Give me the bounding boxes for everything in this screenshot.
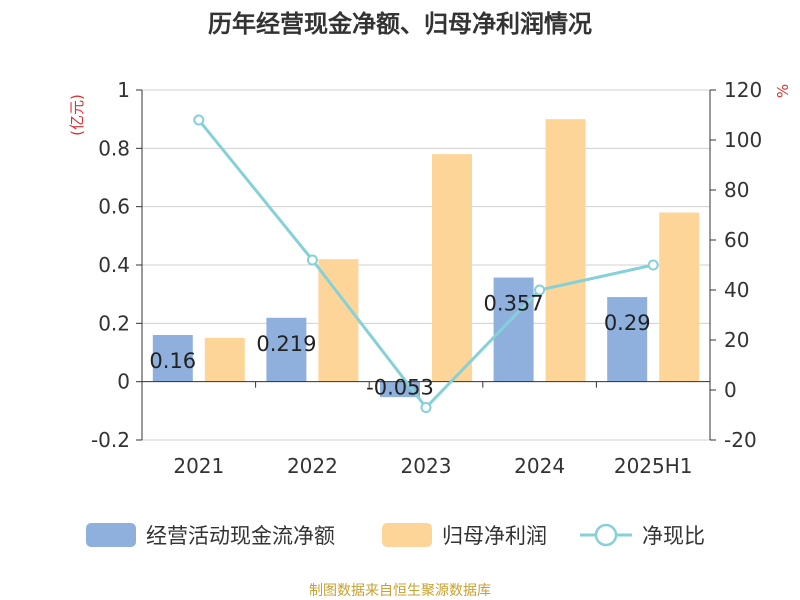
bar-data-label: 0.16 <box>149 349 196 373</box>
axes: -0.2 0 0.2 0.4 0.6 0.8 1 -20 0 20 40 60 80 100 120 2021… <box>91 78 762 478</box>
y-right-tick-label: 100 <box>724 128 762 152</box>
y-left-tick-label: 0.6 <box>98 195 130 219</box>
bar-data-label: 0.29 <box>604 311 651 335</box>
y-left-tick-label: 0.8 <box>98 136 130 160</box>
grid <box>142 89 710 441</box>
y-left-tick-label: 0 <box>117 370 130 394</box>
chart-title: 历年经营现金净额、归母净利润情况 <box>208 10 592 38</box>
legend-swatch <box>86 523 136 547</box>
bar <box>432 154 472 382</box>
bar <box>659 212 700 382</box>
y-right-tick-label: 120 <box>724 78 762 102</box>
bar <box>152 335 193 382</box>
source-note: 制图数据来自恒生聚源数据库 <box>309 583 491 599</box>
legend-marker <box>594 523 618 547</box>
y-right-tick-label: 20 <box>724 328 749 352</box>
bar <box>266 317 307 382</box>
bar <box>318 259 359 382</box>
y-left-tick-label: 0.2 <box>98 311 130 335</box>
legend: 经营活动现金流净额 归母净利润 净现比 <box>86 523 705 548</box>
legend-label: 归母净利润 <box>442 524 547 548</box>
y-left-tick-label: -0.2 <box>91 428 130 452</box>
data-labels: 0.16 0.219 -0.053 0.357 0.29 <box>149 292 650 400</box>
ratio-point <box>647 259 659 271</box>
y-right-tick-label: 0 <box>724 378 737 402</box>
x-tick-label: 2025H1 <box>614 454 693 478</box>
bar <box>204 337 245 382</box>
y-left-tick-label: 1 <box>117 78 130 102</box>
bar <box>607 297 648 382</box>
x-tick-label: 2023 <box>401 454 452 478</box>
ratio-point <box>534 284 546 296</box>
y-left-unit: (亿元) <box>68 94 86 136</box>
legend-label: 净现比 <box>642 524 705 548</box>
y-right-tick-label: 80 <box>724 178 749 202</box>
ratio-line <box>193 114 659 413</box>
legend-swatch <box>382 523 432 547</box>
y-right-unit: % <box>774 84 792 98</box>
ratio-point <box>420 402 432 413</box>
y-right-tick-label: 40 <box>724 278 749 302</box>
x-tick-label: 2024 <box>514 454 565 478</box>
bar-data-label: 0.219 <box>256 332 316 356</box>
bar-data-label: 0.357 <box>484 292 544 316</box>
y-left-tick-label: 0.4 <box>98 253 130 277</box>
bar-data-label: -0.053 <box>366 376 434 400</box>
bar <box>545 119 586 382</box>
ratio-point <box>306 254 318 266</box>
x-tick-label: 2022 <box>287 454 338 478</box>
ratio-point <box>193 114 205 126</box>
x-tick-label: 2021 <box>173 454 224 478</box>
bars <box>152 119 700 398</box>
y-right-tick-label: 60 <box>724 228 749 252</box>
y-right-tick-label: -20 <box>724 428 757 452</box>
legend-label: 经营活动现金流净额 <box>146 524 335 548</box>
